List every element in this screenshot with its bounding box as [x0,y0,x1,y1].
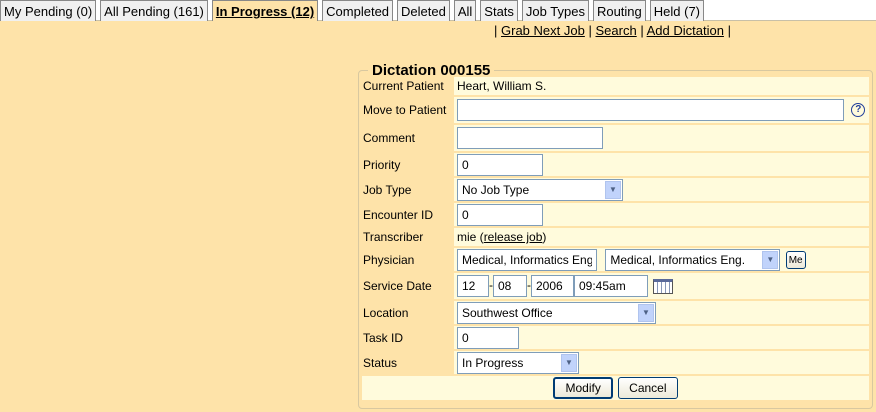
priority-input[interactable] [457,153,543,176]
date-separator: - [527,278,531,293]
day-input[interactable] [493,275,527,297]
job-type-label: Job Type [363,182,412,197]
add-dictation-link[interactable]: Add Dictation [646,23,724,38]
transcriber-value: mie [457,230,477,244]
tab-job-types[interactable]: Job Types [521,0,589,21]
move-to-patient-label: Move to Patient [363,103,447,117]
tab-held[interactable]: Held (7) [649,0,705,21]
chevron-down-icon: ▼ [762,250,779,269]
tab-deleted[interactable]: Deleted [397,0,450,21]
chevron-down-icon: ▼ [561,353,577,372]
encounter-id-input[interactable] [457,203,543,226]
tab-routing[interactable]: Routing [592,0,646,21]
physician-select-value: Medical, Informatics Eng. [610,252,746,267]
chevron-down-icon: ▼ [605,180,621,199]
separator: | [494,23,498,38]
search-link[interactable]: Search [595,23,637,38]
tab-all-pending[interactable]: All Pending (161) [100,0,208,21]
task-id-input[interactable] [457,326,519,349]
comment-label: Comment [363,131,416,145]
separator: | [588,23,592,38]
comment-input[interactable] [457,127,603,149]
status-label: Status [363,355,398,370]
date-separator: - [489,278,493,293]
location-label: Location [363,305,409,320]
tab-bar: My Pending (0) All Pending (161) In Prog… [0,0,876,21]
encounter-id-label: Encounter ID [363,207,434,222]
status-value: In Progress [462,355,524,370]
form-title: Dictation 000155 [372,62,491,79]
transcriber-label: Transcriber [363,230,424,244]
chevron-down-icon: ▼ [638,303,654,322]
status-select[interactable]: In Progress ▼ [457,351,579,374]
physician-label: Physician [363,252,415,267]
separator: | [727,23,731,38]
job-type-select[interactable]: No Job Type ▼ [457,178,623,201]
physician-select[interactable]: Medical, Informatics Eng. ▼ [605,248,781,271]
year-input[interactable] [531,275,574,297]
calendar-icon[interactable] [653,278,674,294]
physician-input[interactable] [457,248,597,271]
tab-stats[interactable]: Stats [480,0,518,21]
me-button[interactable]: Me [785,251,806,270]
location-value: Southwest Office [462,305,553,320]
tab-all[interactable]: All [453,0,477,21]
cancel-button[interactable]: Cancel [618,377,678,399]
dictation-form: Dictation 000155 Current Patient Heart, W… [358,62,873,409]
priority-label: Priority [363,157,401,172]
time-input[interactable] [574,275,648,297]
tab-completed[interactable]: Completed [322,0,394,21]
action-links: | Grab Next Job | Search | Add Dictation… [494,23,731,38]
tab-my-pending[interactable]: My Pending (0) [0,0,97,21]
help-icon[interactable]: ? [851,103,866,117]
release-job-link[interactable]: release job [483,230,543,244]
location-select[interactable]: Southwest Office ▼ [457,301,656,324]
grab-next-job-link[interactable]: Grab Next Job [501,23,585,38]
service-date-label: Service Date [363,279,432,293]
modify-button[interactable]: Modify [553,377,613,399]
month-input[interactable] [457,275,489,297]
task-id-label: Task ID [363,330,404,345]
move-to-patient-input[interactable] [457,99,844,121]
current-patient-value: Heart, William S. [454,77,869,95]
job-type-value: No Job Type [462,182,530,197]
tab-in-progress[interactable]: In Progress (12) [211,0,319,21]
current-patient-label: Current Patient [363,79,444,93]
separator: | [640,23,644,38]
